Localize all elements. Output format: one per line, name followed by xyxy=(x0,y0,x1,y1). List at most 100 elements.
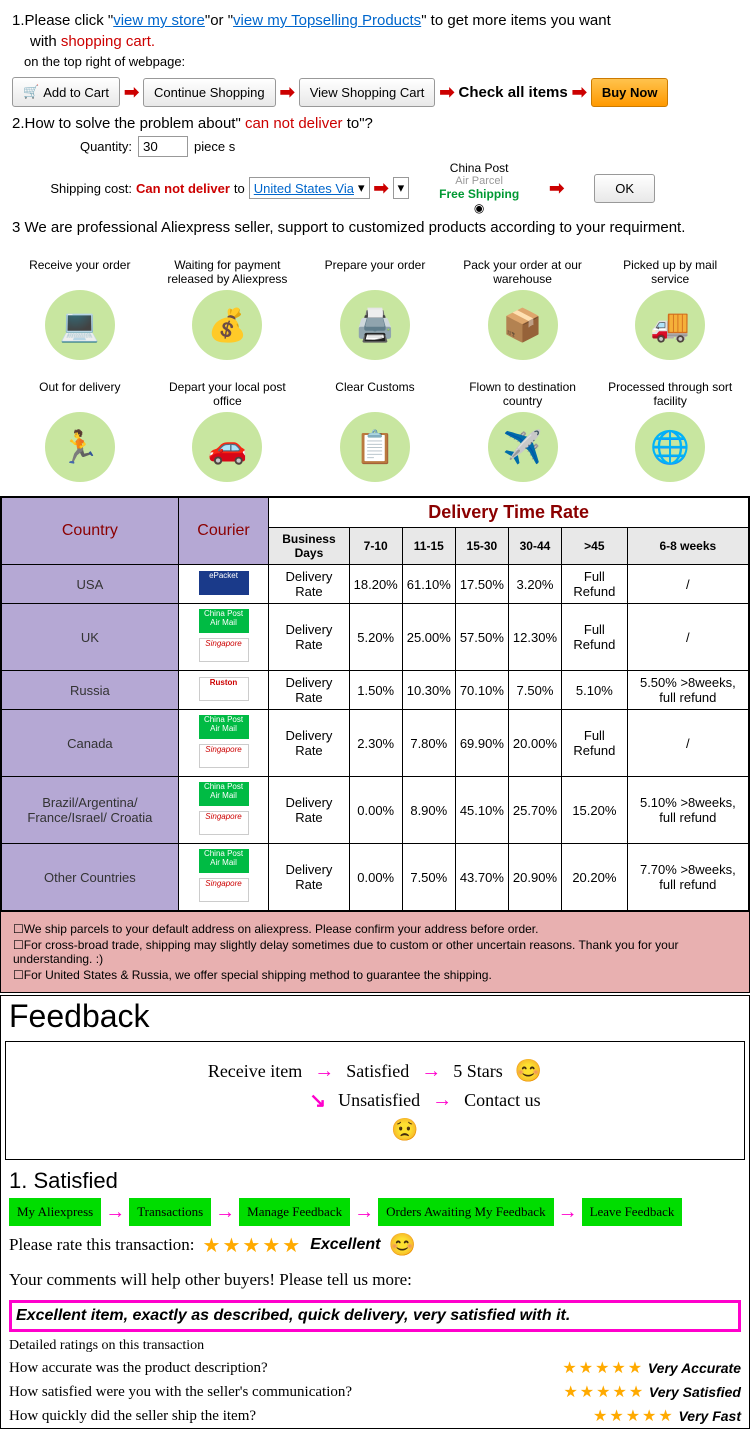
courier-cell: Ruston xyxy=(178,671,268,710)
subline: on the top right of webpage: xyxy=(24,54,738,69)
view-topselling-link[interactable]: view my Topselling Products xyxy=(233,12,421,29)
arrow-icon: → xyxy=(215,1201,235,1224)
country-cell: Canada xyxy=(1,710,178,777)
process-step: Clear Customs📋 xyxy=(310,380,440,486)
courier-cell: China Post Air MailSingapore xyxy=(178,604,268,671)
table-cell: 5.20% xyxy=(349,604,402,671)
country-cell: Other Countries xyxy=(1,844,178,912)
sub-header: Business Days xyxy=(269,528,349,565)
arrow-icon: ➡ xyxy=(549,178,564,199)
table-cell: / xyxy=(627,604,749,671)
quantity-input[interactable] xyxy=(138,136,188,157)
table-cell: 61.10% xyxy=(402,565,455,604)
shipping-method-dropdown[interactable]: ▾ xyxy=(393,177,410,199)
table-cell: 7.80% xyxy=(402,710,455,777)
table-cell: 45.10% xyxy=(455,777,508,844)
country-cell: USA xyxy=(1,565,178,604)
delivery-table: Country Courier Delivery Time Rate Busin… xyxy=(0,496,750,912)
process-step: Receive your order💻 xyxy=(15,258,145,364)
quantity-label: Quantity: xyxy=(42,139,132,154)
process-step: Picked up by mail service🚚 xyxy=(605,258,735,364)
feedback-section: Feedback Receive item → Satisfied → 5 St… xyxy=(0,995,750,1429)
button-flow-row: 🛒Add to Cart ➡ Continue Shopping ➡ View … xyxy=(12,77,738,107)
table-cell: 15.20% xyxy=(562,777,628,844)
table-cell: 20.20% xyxy=(562,844,628,912)
step1-line2: with shopping cart. xyxy=(30,33,738,50)
satisfied-title: 1. Satisfied xyxy=(1,1164,749,1198)
process-step: Depart your local post office🚗 xyxy=(162,380,292,486)
table-cell: / xyxy=(627,710,749,777)
table-cell: 10.30% xyxy=(402,671,455,710)
rate-label-cell: Delivery Rate xyxy=(269,777,349,844)
country-cell: UK xyxy=(1,604,178,671)
detail-q2: How satisfied were you with the seller's… xyxy=(1,1380,749,1404)
courier-cell: ePacket xyxy=(178,565,268,604)
stars-icon: ★★★★★ xyxy=(203,1233,303,1258)
green-step[interactable]: Manage Feedback xyxy=(239,1198,350,1226)
green-step[interactable]: Leave Feedback xyxy=(582,1198,683,1226)
detail-q1: How accurate was the product description… xyxy=(1,1356,749,1380)
table-cell: 20.00% xyxy=(508,710,561,777)
cannot-deliver-text: Can not deliver xyxy=(136,181,230,196)
shopping-cart-text: shopping cart. xyxy=(61,33,155,50)
green-step[interactable]: Transactions xyxy=(129,1198,211,1226)
table-cell: 7.70% >8weeks, full refund xyxy=(627,844,749,912)
courier-cell: China Post Air MailSingapore xyxy=(178,844,268,912)
rate-label-cell: Delivery Rate xyxy=(269,604,349,671)
table-cell: 43.70% xyxy=(455,844,508,912)
process-step: Pack your order at our warehouse📦 xyxy=(458,258,588,364)
instructions-section: 1.Please click "view my store"or "view m… xyxy=(0,0,750,248)
table-cell: 0.00% xyxy=(349,777,402,844)
country-cell: Russia xyxy=(1,671,178,710)
note-line: ☐For United States & Russia, we offer sp… xyxy=(13,968,737,982)
cart-icon: 🛒 xyxy=(23,84,39,100)
arrow-icon: ➡ xyxy=(374,178,389,199)
rate-label-cell: Delivery Rate xyxy=(269,671,349,710)
smile-icon: 😊 xyxy=(515,1058,542,1084)
table-cell: 69.90% xyxy=(455,710,508,777)
table-cell: Full Refund xyxy=(562,604,628,671)
note-line: ☐We ship parcels to your default address… xyxy=(13,922,737,936)
arrow-icon: → xyxy=(421,1060,441,1083)
th-country: Country xyxy=(1,497,178,565)
chevron-down-icon: ▾ xyxy=(398,180,405,196)
arrow-icon: → xyxy=(314,1060,334,1083)
table-cell: 2.30% xyxy=(349,710,402,777)
table-cell: 5.10% >8weeks, full refund xyxy=(627,777,749,844)
table-cell: 18.20% xyxy=(349,565,402,604)
table-cell: 57.50% xyxy=(455,604,508,671)
sad-icon: 😟 xyxy=(391,1117,418,1143)
arrow-icon: ➡ xyxy=(439,82,454,103)
table-cell: 0.00% xyxy=(349,844,402,912)
continue-shopping-button[interactable]: Continue Shopping xyxy=(143,78,276,107)
view-store-link[interactable]: view my store xyxy=(113,12,205,29)
sub-header: 30-44 xyxy=(508,528,561,565)
courier-cell: China Post Air MailSingapore xyxy=(178,710,268,777)
detail-q3: How quickly did the seller ship the item… xyxy=(1,1404,749,1428)
process-step: Flown to destination country✈️ xyxy=(458,380,588,486)
chevron-down-icon: ▾ xyxy=(358,180,365,196)
arrow-icon: ➡ xyxy=(124,82,139,103)
green-step[interactable]: My Aliexpress xyxy=(9,1198,101,1226)
table-cell: Full Refund xyxy=(562,710,628,777)
table-cell: 7.50% xyxy=(508,671,561,710)
green-step[interactable]: Orders Awaiting My Feedback xyxy=(378,1198,553,1226)
comment-box: Excellent item, exactly as described, qu… xyxy=(9,1300,741,1332)
buy-now-button[interactable]: Buy Now xyxy=(591,78,669,107)
china-post-block: China Post Air Parcel Free Shipping ◉ xyxy=(439,161,519,215)
feedback-flow-box: Receive item → Satisfied → 5 Stars 😊 ↘ U… xyxy=(5,1041,745,1160)
process-step: Processed through sort facility🌐 xyxy=(605,380,735,486)
ok-button[interactable]: OK xyxy=(594,174,655,203)
arrow-icon: → xyxy=(105,1201,125,1224)
view-cart-button[interactable]: View Shopping Cart xyxy=(299,78,436,107)
country-dropdown[interactable]: United States Via ▾ xyxy=(249,177,370,199)
note-line: ☐For cross-broad trade, shipping may sli… xyxy=(13,938,737,966)
country-cell: Brazil/Argentina/ France/Israel/ Croatia xyxy=(1,777,178,844)
table-cell: 25.00% xyxy=(402,604,455,671)
add-to-cart-button[interactable]: 🛒Add to Cart xyxy=(12,77,120,107)
check-all-text: Check all items xyxy=(459,84,568,101)
feedback-title: Feedback xyxy=(1,996,749,1037)
sub-header: 15-30 xyxy=(455,528,508,565)
smile-icon: 😊 xyxy=(388,1232,415,1258)
rate-label-cell: Delivery Rate xyxy=(269,844,349,912)
